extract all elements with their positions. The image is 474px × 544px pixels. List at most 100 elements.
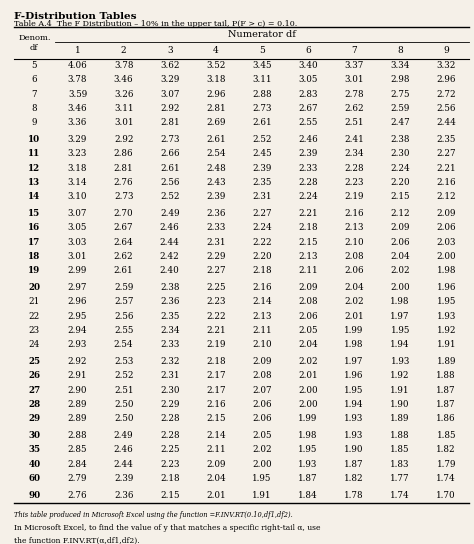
Text: 17: 17: [28, 238, 40, 246]
Text: 22: 22: [29, 312, 40, 320]
Text: 1.94: 1.94: [390, 340, 410, 349]
Text: 2.13: 2.13: [252, 312, 272, 320]
Text: 4: 4: [213, 46, 219, 55]
Text: 2.44: 2.44: [114, 460, 134, 468]
Text: 1: 1: [75, 46, 81, 55]
Text: 1.70: 1.70: [437, 491, 456, 500]
Text: 2.50: 2.50: [114, 414, 133, 423]
Text: 2.67: 2.67: [298, 104, 318, 113]
Text: 2.09: 2.09: [391, 224, 410, 232]
Text: 2.28: 2.28: [344, 164, 364, 172]
Text: 2.01: 2.01: [344, 312, 364, 320]
Text: 1.97: 1.97: [344, 357, 364, 366]
Text: 2.06: 2.06: [298, 312, 318, 320]
Text: 2.03: 2.03: [437, 238, 456, 246]
Text: 3.23: 3.23: [68, 150, 87, 158]
Text: 2.00: 2.00: [298, 400, 318, 409]
Text: 2.43: 2.43: [206, 178, 226, 187]
Text: 2.51: 2.51: [344, 118, 364, 127]
Text: 3.52: 3.52: [206, 61, 226, 70]
Text: 1.98: 1.98: [298, 431, 318, 440]
Text: 2.88: 2.88: [252, 90, 272, 98]
Text: 2.17: 2.17: [206, 372, 226, 380]
Text: 6: 6: [305, 46, 311, 55]
Text: 1.74: 1.74: [390, 491, 410, 500]
Text: 2.54: 2.54: [114, 340, 134, 349]
Text: 3.37: 3.37: [345, 61, 364, 70]
Text: 2.81: 2.81: [160, 118, 180, 127]
Text: 2.25: 2.25: [206, 283, 226, 292]
Text: 1.91: 1.91: [437, 340, 456, 349]
Text: 3.05: 3.05: [68, 224, 87, 232]
Text: 2.06: 2.06: [390, 238, 410, 246]
Text: 2.01: 2.01: [206, 491, 226, 500]
Text: 2.04: 2.04: [344, 283, 364, 292]
Text: 1.84: 1.84: [298, 491, 318, 500]
Text: 2.24: 2.24: [252, 224, 272, 232]
Text: 2.27: 2.27: [252, 209, 272, 218]
Text: 2.92: 2.92: [68, 357, 87, 366]
Text: 2.16: 2.16: [252, 283, 272, 292]
Text: 2.95: 2.95: [68, 312, 87, 320]
Text: 2.54: 2.54: [206, 150, 226, 158]
Text: 2.56: 2.56: [114, 312, 133, 320]
Text: 2.72: 2.72: [437, 90, 456, 98]
Text: 2.28: 2.28: [298, 178, 318, 187]
Text: 1.90: 1.90: [391, 400, 410, 409]
Text: 1.95: 1.95: [298, 446, 318, 454]
Text: 2.12: 2.12: [390, 209, 410, 218]
Text: 2.92: 2.92: [114, 135, 133, 144]
Text: 2.09: 2.09: [437, 209, 456, 218]
Text: 21: 21: [29, 298, 40, 306]
Text: 2.55: 2.55: [114, 326, 133, 335]
Text: 2.00: 2.00: [437, 252, 456, 261]
Text: 2.15: 2.15: [391, 192, 410, 201]
Text: 2.56: 2.56: [437, 104, 456, 113]
Text: 2.99: 2.99: [68, 266, 87, 275]
Text: 2.02: 2.02: [252, 446, 272, 454]
Text: 2.34: 2.34: [160, 326, 180, 335]
Text: 3.40: 3.40: [298, 61, 318, 70]
Text: 8: 8: [32, 104, 37, 113]
Text: 2.33: 2.33: [206, 224, 226, 232]
Text: 3.59: 3.59: [68, 90, 87, 98]
Text: 11: 11: [28, 150, 40, 158]
Text: 1.88: 1.88: [390, 431, 410, 440]
Text: 2.22: 2.22: [252, 238, 272, 246]
Text: 2.89: 2.89: [68, 414, 87, 423]
Text: 2.02: 2.02: [390, 266, 410, 275]
Text: 2.91: 2.91: [68, 372, 87, 380]
Text: 2.34: 2.34: [344, 150, 364, 158]
Text: 1.96: 1.96: [344, 372, 364, 380]
Text: 2.73: 2.73: [252, 104, 272, 113]
Text: 2.39: 2.39: [298, 150, 318, 158]
Text: 2.31: 2.31: [206, 238, 226, 246]
Text: F-Distribution Tables: F-Distribution Tables: [14, 12, 137, 21]
Text: 2.17: 2.17: [206, 386, 226, 394]
Text: 1.91: 1.91: [252, 491, 272, 500]
Text: 1.89: 1.89: [391, 414, 410, 423]
Text: 2.30: 2.30: [160, 386, 180, 394]
Text: 14: 14: [28, 192, 40, 201]
Text: 1.79: 1.79: [437, 460, 456, 468]
Text: 2.92: 2.92: [160, 104, 180, 113]
Text: 1.87: 1.87: [437, 400, 456, 409]
Text: 2.18: 2.18: [298, 224, 318, 232]
Text: 2.53: 2.53: [114, 357, 133, 366]
Text: 2.35: 2.35: [252, 178, 272, 187]
Text: 1.83: 1.83: [391, 460, 410, 468]
Text: 2.11: 2.11: [206, 446, 226, 454]
Text: 2.75: 2.75: [391, 90, 410, 98]
Text: 2.56: 2.56: [160, 178, 180, 187]
Text: 2.20: 2.20: [252, 252, 272, 261]
Text: 5: 5: [259, 46, 265, 55]
Text: 2.19: 2.19: [206, 340, 226, 349]
Text: 15: 15: [28, 209, 40, 218]
Text: 1.95: 1.95: [345, 386, 364, 394]
Text: 2.14: 2.14: [206, 431, 226, 440]
Text: 1.97: 1.97: [391, 312, 410, 320]
Text: 2.15: 2.15: [298, 238, 318, 246]
Text: 2.28: 2.28: [160, 431, 180, 440]
Text: 1.93: 1.93: [345, 414, 364, 423]
Text: 2.81: 2.81: [206, 104, 226, 113]
